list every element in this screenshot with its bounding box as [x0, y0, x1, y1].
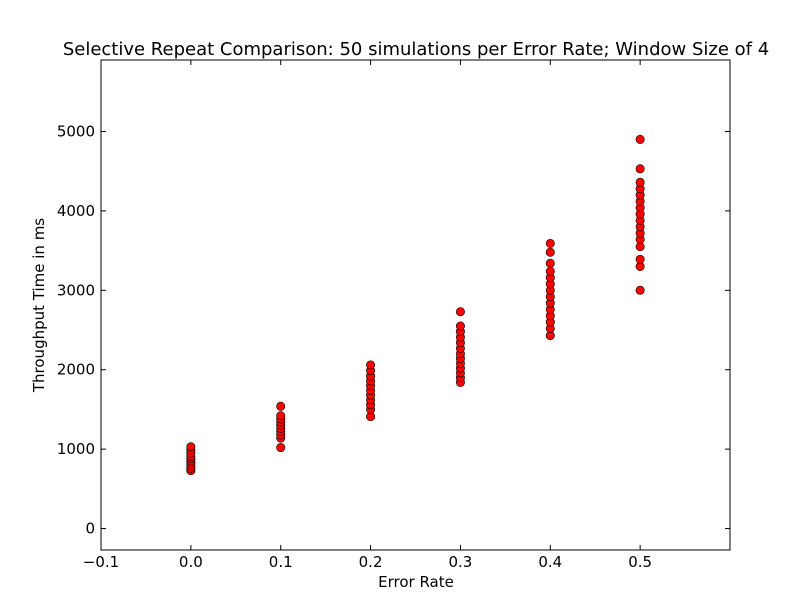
- data-point: [635, 164, 645, 174]
- chart-title: Selective Repeat Comparison: 50 simulati…: [63, 39, 769, 60]
- x-tick-label: 0.5: [628, 553, 652, 571]
- data-point: [545, 266, 555, 276]
- x-tick-label: 0.1: [269, 553, 293, 571]
- data-point: [545, 238, 555, 248]
- data-point: [186, 442, 196, 452]
- x-tick-label: 0.0: [179, 553, 203, 571]
- x-tick-label: 0.2: [359, 553, 383, 571]
- x-tick-label: 0.3: [448, 553, 472, 571]
- y-tick-label: 5000: [57, 122, 95, 140]
- y-tick-label: 2000: [57, 361, 95, 379]
- data-point: [366, 360, 376, 370]
- x-axis-label: Error Rate: [378, 573, 454, 591]
- data-points: [186, 134, 645, 476]
- y-tick-label: 0: [85, 520, 95, 538]
- data-point: [545, 247, 555, 257]
- y-tick-label: 4000: [57, 202, 95, 220]
- y-axis-label: Throughput Time in ms: [30, 218, 48, 393]
- data-point: [545, 258, 555, 268]
- y-tick-label: 3000: [57, 281, 95, 299]
- data-point: [276, 411, 286, 421]
- data-point: [635, 254, 645, 264]
- data-point: [276, 443, 286, 453]
- y-tick-label: 1000: [57, 440, 95, 458]
- x-tick-label: 0.4: [538, 553, 562, 571]
- data-point: [635, 134, 645, 144]
- data-point: [635, 177, 645, 187]
- data-point: [276, 401, 286, 411]
- plot-area: [100, 59, 731, 551]
- data-point: [635, 285, 645, 295]
- data-point: [455, 307, 465, 317]
- x-tick-label: −0.1: [83, 553, 119, 571]
- y-axis-ticks: 0 1000 2000 3000 4000 5000: [57, 122, 730, 538]
- data-point: [455, 321, 465, 331]
- x-axis-ticks: −0.1 0.0 0.1 0.2 0.3 0.4 0.5: [83, 60, 652, 571]
- plot-frame: [100, 59, 731, 551]
